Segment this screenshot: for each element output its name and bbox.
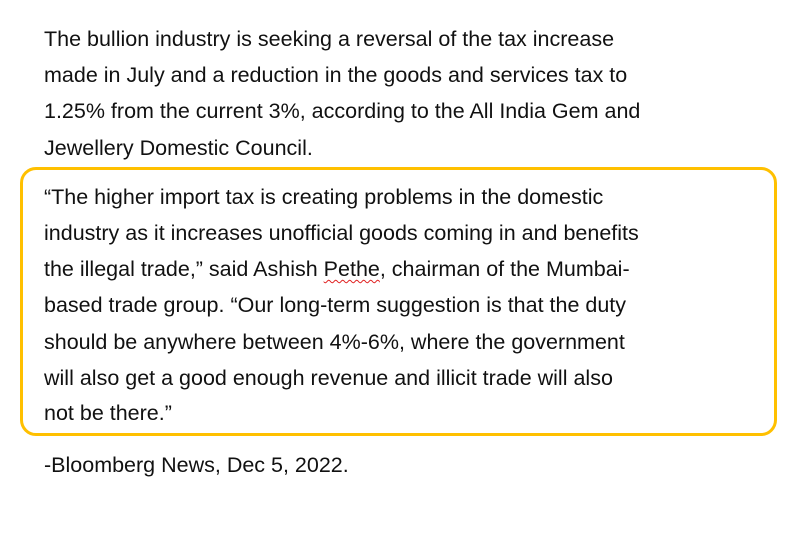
quote-line: “The higher import tax is creating probl… xyxy=(44,185,604,209)
paragraph-line: The bullion industry is seeking a revers… xyxy=(44,27,615,51)
quote-text: the illegal trade,” said Ashish xyxy=(44,257,324,281)
quote-line: will also get a good enough revenue and … xyxy=(44,366,613,390)
spellcheck-flagged-word[interactable]: Pethe xyxy=(323,257,380,281)
quote-line: industry as it increases unofficial good… xyxy=(44,221,639,245)
quote-line: based trade group. “Our long-term sugges… xyxy=(44,293,627,317)
quote-highlight-box xyxy=(20,167,777,436)
paragraph-line: Jewellery Domestic Council. xyxy=(44,136,313,160)
paragraph-line: 1.25% from the current 3%, according to … xyxy=(44,99,641,123)
quote-line: the illegal trade,” said Ashish Pethe, c… xyxy=(44,256,630,282)
quote-line: should be anywhere between 4%-6%, where … xyxy=(44,330,625,354)
quote-text: , chairman of the Mumbai- xyxy=(379,257,630,281)
source-citation: -Bloomberg News, Dec 5, 2022. xyxy=(44,453,349,477)
paragraph-line: made in July and a reduction in the good… xyxy=(44,63,628,87)
quote-line: not be there.” xyxy=(44,401,172,425)
